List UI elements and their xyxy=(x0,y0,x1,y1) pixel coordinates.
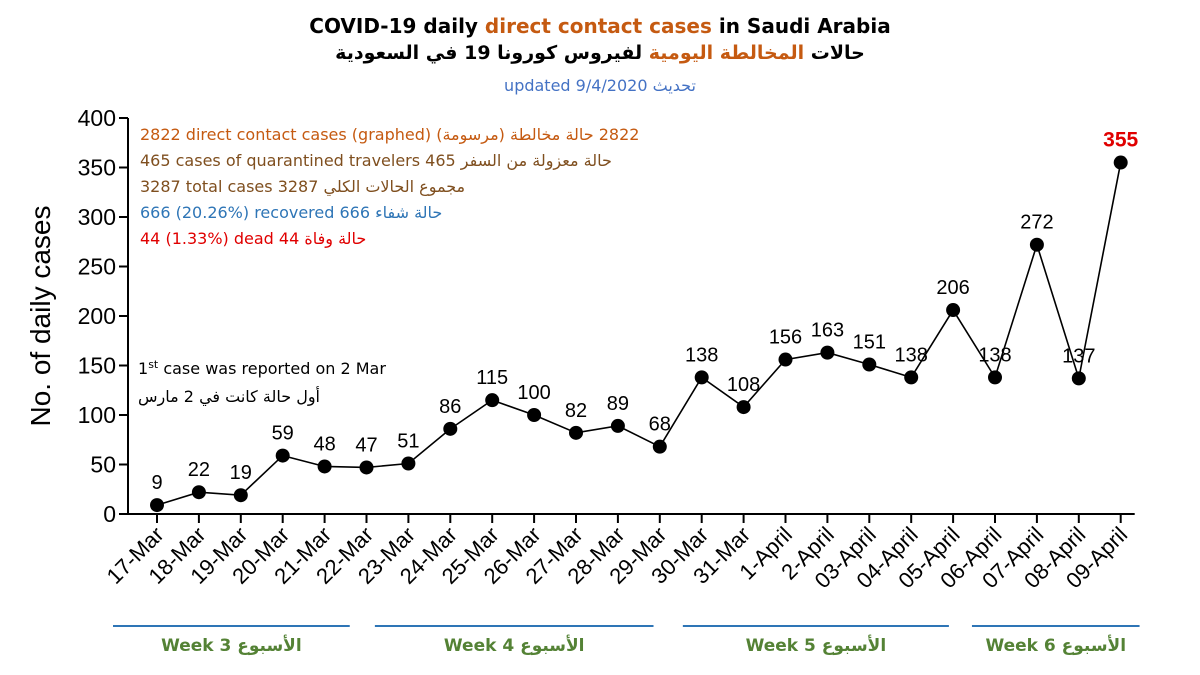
data-point xyxy=(778,352,793,367)
data-point xyxy=(862,357,877,372)
week-label: Week 5 الأسبوع xyxy=(746,635,887,656)
info-line: 44 (1.33%) dead 44 حالة وفاة xyxy=(140,229,366,249)
data-label: 48 xyxy=(313,433,335,455)
y-tick-label: 350 xyxy=(78,155,116,181)
data-label: 138 xyxy=(685,344,718,366)
y-tick-label: 150 xyxy=(78,353,116,379)
y-tick-label: 100 xyxy=(78,402,116,428)
data-label: 100 xyxy=(517,382,550,404)
data-point xyxy=(694,370,709,385)
data-label: 163 xyxy=(811,320,844,342)
data-label: 138 xyxy=(978,344,1011,366)
first-case-note-arabic: أول حالة كانت في 2 مارس xyxy=(138,386,320,407)
y-tick-label: 0 xyxy=(103,501,116,527)
data-label: 355 xyxy=(1103,129,1138,152)
info-line: 666 (20.26%) recovered 666 حالة شفاء xyxy=(140,203,442,222)
series-line xyxy=(156,162,1122,506)
data-point xyxy=(736,400,751,415)
data-point xyxy=(233,488,248,503)
y-tick-label: 250 xyxy=(78,254,116,280)
data-point xyxy=(317,459,332,474)
y-axis-label: No. of daily cases xyxy=(25,206,56,427)
data-label: 59 xyxy=(272,423,294,445)
data-label: 51 xyxy=(397,431,419,453)
week-bars: Week 3 الأسبوع Week 4 الأسبوع Week 5 الأسب… xyxy=(113,625,1140,656)
data-point xyxy=(904,370,919,385)
data-point xyxy=(569,425,583,440)
data-label: 82 xyxy=(565,400,587,422)
data-label: 206 xyxy=(936,277,969,299)
data-point xyxy=(610,418,625,433)
chart-title-arabic: حالات المخالطة اليومية لفيروس كورونا 19 … xyxy=(335,42,865,64)
data-point xyxy=(1029,237,1044,252)
data-label: 22 xyxy=(188,459,210,481)
y-tick-label: 300 xyxy=(78,204,116,230)
data-point xyxy=(652,439,667,454)
updated-date: updated 9/4/2020 تحديث xyxy=(504,76,696,95)
data-point xyxy=(946,303,961,318)
data-label: 19 xyxy=(230,462,252,484)
data-point xyxy=(359,460,374,475)
y-tick-label: 400 xyxy=(78,105,116,131)
data-point xyxy=(988,370,1002,385)
data-label: 137 xyxy=(1062,345,1095,367)
data-point xyxy=(275,448,290,463)
data-point xyxy=(150,498,164,513)
data-label: 272 xyxy=(1020,212,1053,234)
y-tick-label: 200 xyxy=(78,303,116,329)
data-label: 138 xyxy=(895,344,928,366)
week-label: Week 6 الأسبوع xyxy=(985,635,1126,656)
info-line: 465 cases of quarantined travelers 465 ح… xyxy=(140,151,612,171)
chart-title: COVID-19 daily direct contact cases in S… xyxy=(309,14,891,38)
data-label: 89 xyxy=(607,393,629,415)
data-point xyxy=(191,485,206,500)
data-point xyxy=(1113,155,1128,170)
data-label: 115 xyxy=(476,367,508,389)
info-line: 3287 total cases مجموع الحالات الكلي 328… xyxy=(140,177,465,197)
data-point xyxy=(443,421,458,436)
data-point xyxy=(485,393,500,408)
first-case-note: 1st case was reported on 2 Mar xyxy=(138,358,386,378)
data-point xyxy=(527,408,542,422)
data-label: 151 xyxy=(853,332,886,354)
data-label: 108 xyxy=(727,374,760,396)
data-point xyxy=(401,456,416,471)
data-point xyxy=(1071,371,1086,386)
data-point xyxy=(820,345,835,360)
info-line: 2822 direct contact cases (graphed) (مرس… xyxy=(140,125,639,145)
y-tick-label: 50 xyxy=(90,452,116,478)
week-label: Week 3 الأسبوع xyxy=(161,635,302,656)
data-label: 47 xyxy=(355,434,377,456)
series-daily-cases: 9 22 19 59 48 47 51 86 115 100 82 89 68 138 108 156 163 1… xyxy=(150,129,1139,513)
week-label: Week 4 الأسبوع xyxy=(444,635,585,656)
data-label: 86 xyxy=(439,396,461,418)
data-label: 9 xyxy=(151,472,162,494)
data-label: 156 xyxy=(769,327,802,349)
data-label: 68 xyxy=(649,414,671,436)
annotations: 2822 direct contact cases (graphed) (مرس… xyxy=(138,125,639,407)
